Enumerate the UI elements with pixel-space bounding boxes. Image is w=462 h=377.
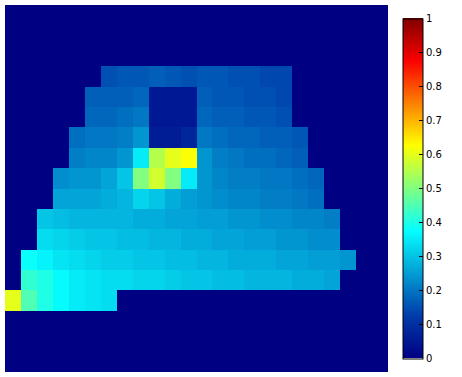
svg-text:0.9: 0.9 — [426, 47, 442, 58]
svg-text:0.4: 0.4 — [426, 217, 442, 228]
svg-text:0.1: 0.1 — [426, 319, 442, 330]
svg-text:0.5: 0.5 — [426, 183, 442, 194]
svg-text:0.7: 0.7 — [426, 115, 442, 126]
svg-text:0.2: 0.2 — [426, 285, 442, 296]
svg-text:0: 0 — [426, 353, 432, 364]
svg-text:0.3: 0.3 — [426, 251, 442, 262]
svg-text:0.8: 0.8 — [426, 81, 442, 92]
svg-text:0.6: 0.6 — [426, 149, 442, 160]
svg-text:1: 1 — [426, 13, 432, 24]
